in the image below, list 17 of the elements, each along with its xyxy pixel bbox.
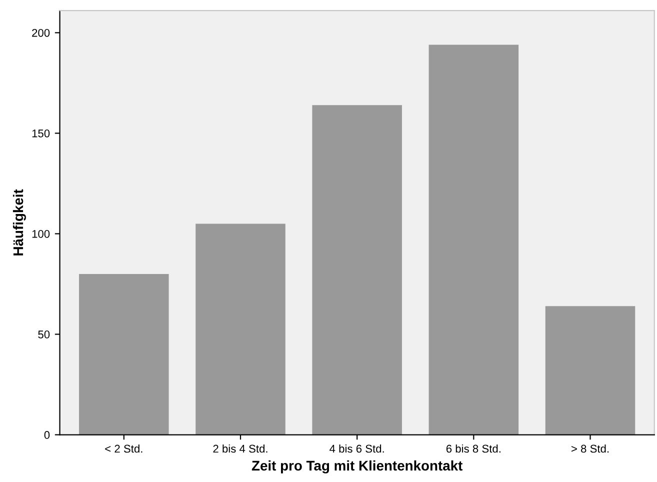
bar [79,274,169,435]
x-tick-label: 2 bis 4 Std. [213,444,268,453]
y-tick-label: 0 [44,431,50,439]
bar [545,306,636,435]
y-axis-title: Häufigkeit [12,189,26,256]
x-tick-label: 6 bis 8 Std. [446,444,500,453]
bar [312,105,402,435]
bar [428,44,519,435]
x-tick-label: 4 bis 6 Std. [330,444,384,453]
x-tick-label: > 8 Std. [571,444,609,453]
x-tick-label: < 2 Std. [105,444,142,453]
y-tick-label: 50 [38,330,50,338]
y-tick-label: 150 [32,129,50,138]
y-tick-label: 200 [32,28,50,37]
x-axis-title: Zeit pro Tag mit Klientenkontakt [252,460,463,474]
bar [196,224,286,435]
y-tick-label: 100 [32,230,50,238]
